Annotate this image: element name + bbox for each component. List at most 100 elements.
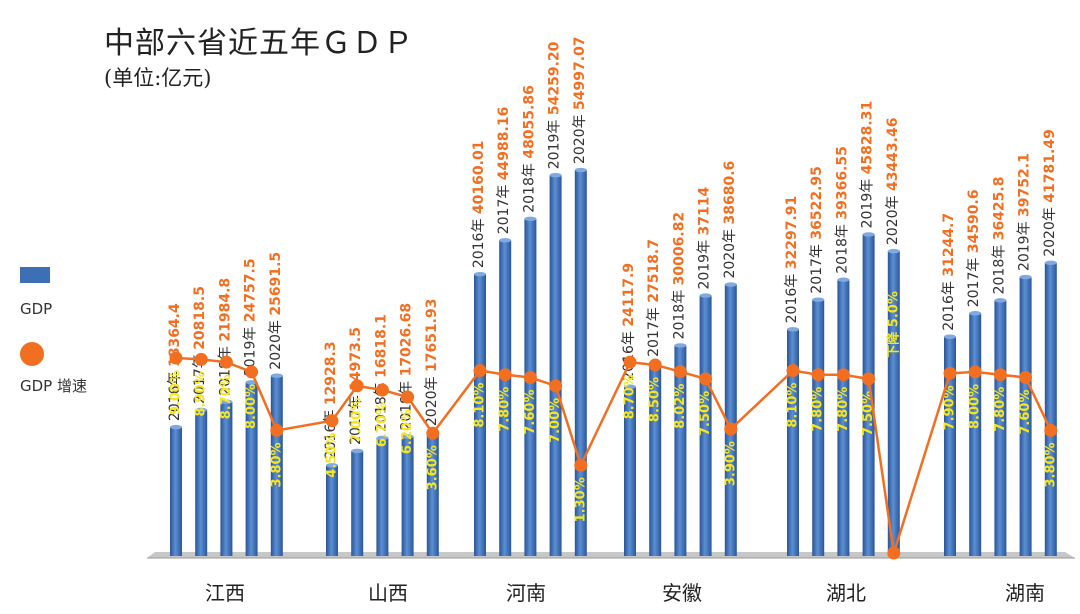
gdp-value-label: 2019年 37114 (697, 186, 713, 289)
growth-rate-label: 3.80% (269, 442, 284, 487)
gdp-value: 24117.9 (621, 263, 637, 327)
gdp-value: 24757.5 (243, 258, 259, 322)
gdp-bar-top (699, 293, 712, 298)
legend-gdp-swatch (20, 267, 50, 283)
year-label: 2020年 (268, 316, 284, 370)
gdp-bar-top (787, 327, 799, 332)
growth-line-layer (169, 351, 1058, 560)
year-label: 2019年 (547, 115, 563, 169)
gdp-bar (969, 313, 982, 556)
gdp-value: 39752.1 (1017, 153, 1033, 217)
year-label: 2018年 (521, 159, 537, 213)
gdp-bar-top (270, 373, 283, 378)
gdp-bar (401, 436, 414, 556)
growth-rate-label: 9.00% (169, 370, 184, 415)
gdp-value: 54997.07 (572, 36, 588, 110)
gdp-value-label: 2019年 54259.20 (547, 41, 563, 169)
gdp-value: 48055.86 (521, 85, 537, 159)
gdp-value-label: 2019年 17026.68 (399, 303, 415, 431)
year-label: 2017年 (966, 253, 982, 307)
gdp-bar-top (376, 435, 389, 441)
gdp-value: 16818.1 (373, 314, 389, 378)
year-label: 2017年 (496, 180, 512, 234)
year-label: 2016年 (784, 269, 800, 323)
gdp-bar-top (1019, 274, 1032, 280)
gdp-value: 12928.3 (323, 341, 339, 405)
gdp-value: 18364.4 (167, 303, 183, 367)
growth-rate-label: 6.20% (400, 409, 415, 454)
gdp-value-label: 2016年 31244.7 (941, 213, 957, 331)
gdp-bar (724, 284, 737, 556)
gdp-bar (674, 345, 687, 556)
gdp-bar-top (574, 167, 587, 173)
gdp-bar-top (499, 238, 512, 243)
gdp-bar-top (624, 384, 636, 389)
gdp-bar-top (474, 271, 486, 277)
gdp-bar (474, 274, 486, 556)
gdp-bar-top (351, 448, 364, 454)
gdp-value-label: 2020年 43443.46 (885, 118, 901, 246)
growth-rate-label: 8.70% (219, 374, 234, 419)
chart-subtitle: (单位:亿元) (104, 66, 212, 90)
gdp-bar-top (195, 407, 208, 413)
year-label: 2017年 (348, 391, 364, 445)
gdp-bar (195, 409, 208, 556)
gdp-value-label: 2020年 25691.5 (268, 252, 284, 370)
category-label-layer: 江西 山西 河南 安徽 湖北 湖南 (205, 581, 1045, 605)
gdp-bar-top (994, 298, 1007, 303)
growth-point (943, 366, 957, 380)
year-label: 2019年 (399, 376, 415, 430)
gdp-value: 17026.68 (399, 303, 415, 377)
gdp-value-label: 2017年 14973.5 (348, 327, 364, 445)
year-label: 2018年 (217, 342, 233, 396)
legend-gdp-label: GDP (20, 300, 53, 318)
gdp-bar-top (862, 232, 875, 237)
growth-point (401, 390, 415, 404)
bar-layer (170, 167, 1057, 557)
gdp-bar (524, 218, 537, 556)
growth-point (523, 371, 537, 384)
gdp-bar-top (1044, 260, 1057, 265)
gdp-bar-top (401, 434, 414, 439)
gdp-value: 14973.5 (348, 327, 364, 391)
growth-rate-label: 7.90% (943, 385, 958, 430)
gdp-value: 17651.93 (424, 299, 440, 373)
gdp-bar-top (724, 282, 737, 287)
growth-rate-label: 8.10% (473, 383, 488, 428)
gdp-value-label: 2020年 38680.6 (722, 161, 738, 279)
gdp-bar (862, 234, 875, 556)
gdp-value: 20818.5 (192, 286, 208, 350)
year-label: 2020年 (722, 224, 738, 278)
year-label: 2018年 (991, 240, 1007, 294)
growth-point (993, 368, 1007, 382)
growth-rate-label: 8.02% (673, 384, 688, 429)
growth-rate-label: 6.70% (375, 402, 390, 447)
growth-point (219, 355, 233, 369)
gdp-bar-top (326, 463, 338, 468)
gdp-bar (994, 300, 1007, 556)
gdp-value-label: 2019年 24757.5 (243, 258, 259, 376)
growth-rate-label: 7.00% (350, 398, 365, 443)
gdp-bar (245, 382, 258, 556)
growth-rate-label: 7.00% (548, 398, 563, 443)
gdp-value-label: 2016年 32297.91 (784, 196, 800, 324)
growth-rate-label: 8.00% (244, 384, 259, 429)
gdp-value-label: 2016年 40160.01 (471, 141, 487, 269)
year-label: 2016年 (167, 367, 183, 421)
growth-rate-label: 3.90% (723, 441, 738, 486)
growth-line (175, 356, 1052, 554)
growth-rate-label: 7.60% (1018, 390, 1033, 435)
gdp-value: 44988.16 (496, 107, 512, 181)
gdp-value-label: 2020年 17651.93 (424, 299, 440, 427)
chart-title: 中部六省近五年ＧＤＰ (104, 26, 414, 61)
gdp-bar (351, 450, 364, 556)
year-label: 2017年 (809, 240, 825, 294)
year-label: 2016年 (941, 277, 957, 331)
gdp-bar-top (887, 248, 900, 254)
gdp-bar (887, 251, 900, 557)
growth-point (375, 383, 389, 397)
growth-rate-label: 7.80% (993, 387, 1008, 432)
year-label: 2016年 (621, 327, 637, 381)
growth-point (1019, 371, 1033, 384)
gdp-bar (787, 329, 799, 556)
